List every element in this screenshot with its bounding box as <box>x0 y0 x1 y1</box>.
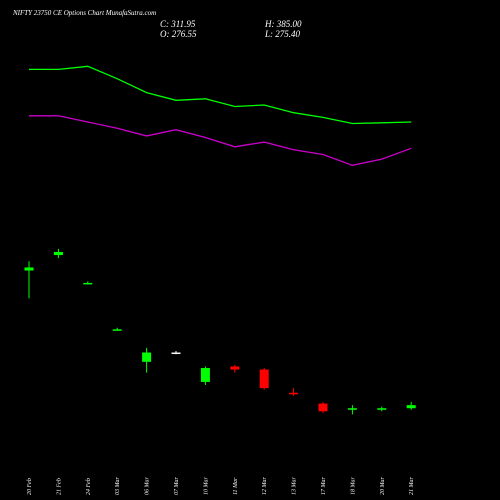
x-tick-label: 18 Mar <box>350 477 356 495</box>
candle <box>83 281 93 285</box>
moving-average-lines <box>29 65 412 166</box>
candle-body <box>112 329 122 331</box>
candle <box>24 261 34 299</box>
x-tick-label: 03 Mar <box>115 477 121 495</box>
candle <box>142 347 152 373</box>
x-tick-label: 20 Feb <box>27 478 33 495</box>
chart-title: NIFTY 23750 CE Options Chart MunafaSutra… <box>12 9 156 17</box>
x-tick-label: 24 Feb <box>85 478 92 495</box>
candle-body <box>289 392 299 395</box>
high-value: H: 385.00 <box>264 19 302 29</box>
candle-body <box>377 408 387 410</box>
candle-body <box>53 251 63 256</box>
close-value: C: 311.95 <box>160 19 196 29</box>
x-tick-label: 21 Feb <box>56 478 62 495</box>
low-value: L: 275.40 <box>264 29 301 39</box>
candle-body <box>347 408 357 410</box>
candle <box>347 405 357 415</box>
candle <box>200 366 210 386</box>
indicator-line-1 <box>29 65 412 125</box>
x-tick-label: 20 Mar <box>380 477 386 495</box>
candle <box>53 248 63 259</box>
candle <box>289 388 299 396</box>
x-tick-label: 06 Mar <box>145 477 151 495</box>
candle-body <box>318 403 328 412</box>
candle-body <box>259 369 269 389</box>
candle-body <box>171 352 181 355</box>
x-tick-label: 21 Mar <box>409 477 415 495</box>
candle-body <box>200 368 210 382</box>
x-tick-label: 11 Mar <box>233 477 239 495</box>
x-tick-label: 13 Mar <box>292 477 298 495</box>
candle <box>112 327 122 331</box>
open-value: O: 276.55 <box>160 29 197 39</box>
candle-body <box>406 405 416 409</box>
x-tick-label: 12 Mar <box>262 477 268 495</box>
candle <box>171 350 181 355</box>
candle-body <box>142 352 152 362</box>
x-tick-label: 07 Mar <box>174 477 180 495</box>
x-tick-label: 10 Mar <box>203 477 209 495</box>
x-tick-label: 17 Mar <box>321 477 327 495</box>
candle <box>377 406 387 412</box>
candle <box>406 402 416 410</box>
x-axis-ticks: 20 Feb 21 Feb 24 Feb 03 Mar 06 Mar 07 Mar 10 M… <box>27 477 415 495</box>
candle-body <box>83 282 93 285</box>
candles <box>24 248 416 415</box>
candle <box>230 364 240 373</box>
candle-body <box>24 267 34 271</box>
candle <box>259 368 269 390</box>
candle-body <box>230 366 240 370</box>
indicator-line-2 <box>29 115 412 166</box>
candle <box>318 402 328 413</box>
